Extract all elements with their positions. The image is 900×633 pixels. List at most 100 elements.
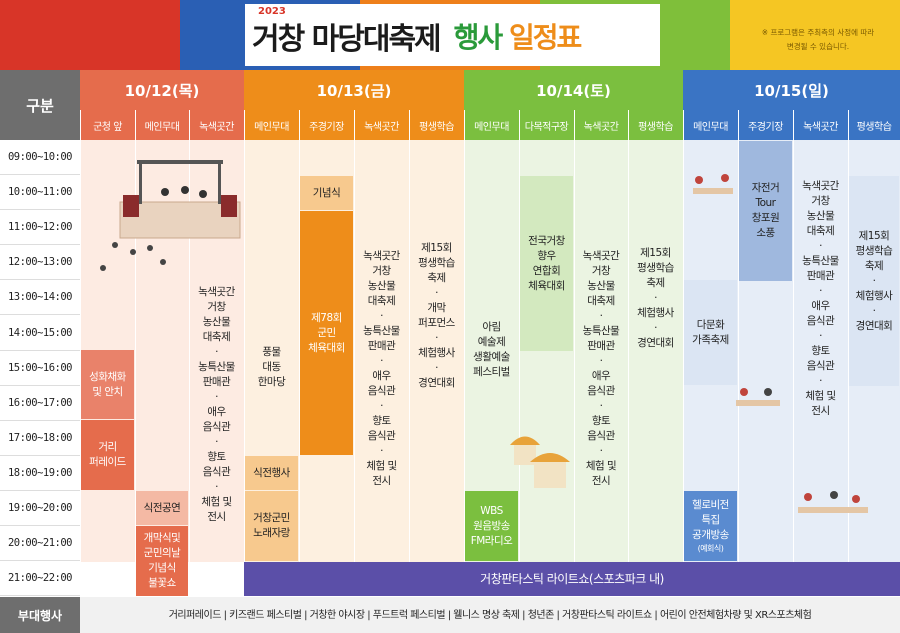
time-slot: 11:00~12:00 [0,210,80,246]
event-d2-sports: 제78회 군민 체육대회 [300,211,353,455]
picnic-person-2 [721,174,729,182]
grid-vline [80,110,81,562]
venue-d1-0: 군청 앞 [80,110,135,140]
time-slot: 20:00~21:00 [0,526,80,562]
picnic-person-5 [804,493,812,501]
event-d1-opening: 개막식및 군민의날 기념식 불꽃쇼 [136,526,188,596]
picnic-person-1 [695,176,703,184]
event-d3-arim: 아림 예술제 생활예술 페스티벌 [465,280,518,420]
stage-illustration [100,160,241,271]
event-d3-multi: 전국거창 향우 연합회 체육대회 [520,176,573,351]
picnic-person-4 [764,388,772,396]
time-slot: 09:00~10:00 [0,140,80,176]
grid-vline [683,110,684,562]
venue-d2-3: 평생학습 [409,110,464,140]
venue-d1-1: 메인무대 [135,110,189,140]
time-slot: 15:00~16:00 [0,351,80,386]
day-header-4: 10/15(일) [683,70,900,110]
event-d2-green: 녹색곳간 거창 농산물 대축제 · 농특산물 판매관 · 애우 음식관 · 향토… [355,176,408,561]
audience-5 [160,259,166,265]
header-bar-red [0,0,180,70]
header-bar-yellow [730,0,900,70]
venue-d3-1: 다목적구장 [519,110,574,140]
extra-events-label: 부대행사 [0,597,80,633]
carousel-illustration [510,436,570,488]
corner-label: 구분 [0,70,80,140]
picnic-table-1 [693,188,733,194]
extra-events-list: 거리퍼레이드 | 키즈랜드 페스티벌 | 거창한 야시장 | 푸드트럭 페스티벌… [80,597,900,633]
grid-vline [519,110,520,562]
event-d1-preshow: 식전공연 [136,491,188,525]
grid-vline [738,110,739,562]
event-d4-bike: 자전거 Tour 창포원 소풍 [739,141,792,281]
day-header-1: 10/12(목) [80,70,244,110]
grid-vline [464,110,465,562]
venue-d3-3: 평생학습 [628,110,683,140]
stage-pole-left [139,164,142,204]
day-header-2: 10/13(금) [244,70,464,110]
event-d4-learn: 제15회 평생학습 축제 · 체험행사 · 경연대회 [849,176,899,386]
title-card [245,4,660,66]
time-slot: 14:00~15:00 [0,316,80,351]
audience-3 [147,245,153,251]
event-d4-hellovision: 헬로비전 특집 공개방송 (예회식) [684,491,737,561]
venue-d2-2: 녹색곳간 [354,110,409,140]
audience-4 [100,265,106,271]
time-slot: 17:00~18:00 [0,421,80,456]
grid-vline [848,110,849,562]
event-d2-pre: 식전행사 [245,456,298,490]
venue-d4-3: 평생학습 [848,110,900,140]
title-sub: 행사 일정표 [453,16,583,56]
speaker-right [221,195,237,217]
venue-d4-2: 녹색곳간 [793,110,848,140]
time-slot: 10:00~11:00 [0,175,80,211]
grid-vline [409,110,410,562]
venue-d2-1: 주경기장 [299,110,354,140]
venue-d4-1: 주경기장 [738,110,793,140]
event-d1-torch: 성화채화 및 안치 [81,350,134,419]
carousel-roof-1 [510,436,540,445]
stage-pole-right [218,164,221,204]
schedule-change-note: ※ 프로그램은 주최측의 사정에 따라 변경될 수 있습니다. [748,26,888,54]
picnic-illustration-3 [798,491,868,513]
event-d4-green: 녹색곳간 거창 농산물 대축제 · 농특산물 판매관 · 애우 음식관 · 향토… [794,141,847,456]
picnic-person-7 [852,495,860,503]
time-slot: 19:00~20:00 [0,491,80,527]
venue-d1-2: 녹색곳간 [189,110,244,140]
grid-vline [135,110,136,562]
event-d2-pungmul: 풍물 대동 한마당 [245,280,298,455]
event-d3-wbs: WBS 원음방송 FM라디오 [465,491,518,561]
event-d3-green: 녹색곳간 거창 농산물 대축제 · 농특산물 판매관 · 애우 음식관 · 향토… [575,176,627,561]
grid-vline [299,110,300,562]
event-d2-learn: 제15회 평생학습 축제 · 개막 퍼포먼스 · 체험행사 · 경연대회 [410,176,463,456]
page-title: 거창 마당대축제 행사 일정표 [252,8,583,64]
time-slot: 21:00~22:00 [0,561,80,597]
audience-1 [112,242,118,248]
picnic-person-3 [740,388,748,396]
performer-3 [199,190,207,198]
audience-2 [130,249,136,255]
hellovision-note: (예회식) [697,544,724,553]
time-slot: 18:00~19:00 [0,456,80,491]
event-d3-learn: 제15회 평생학습 축제 · 체험행사 · 경연대회 [629,176,682,421]
speaker-left [123,195,139,217]
grid-vline [628,110,629,562]
picnic-illustration-1 [693,174,733,194]
performer-2 [181,186,189,194]
picnic-illustration-2 [736,388,780,406]
day-header-3: 10/14(토) [464,70,683,110]
grid-vline [189,110,190,562]
picnic-table-2 [736,400,780,406]
title-main: 거창 마당대축제 [252,22,442,57]
venue-d2-0: 메인무대 [244,110,299,140]
note-line-1: ※ 프로그램은 주최측의 사정에 따라 [761,28,875,37]
venue-d3-0: 메인무대 [464,110,519,140]
note-line-2: 변경될 수 있습니다. [786,42,850,51]
time-slot: 12:00~13:00 [0,245,80,281]
grid-vline [244,110,245,562]
title-sub-a: 행사 [453,21,504,54]
event-d4-multicultural: 다문화 가족축제 [684,280,737,385]
picnic-person-6 [830,491,838,499]
event-d1-green: 녹색곳간 거창 농산물 대축제 · 농특산물 판매관 · 애우 음식관 · 향토… [190,250,243,560]
carousel-body-1 [514,445,536,465]
